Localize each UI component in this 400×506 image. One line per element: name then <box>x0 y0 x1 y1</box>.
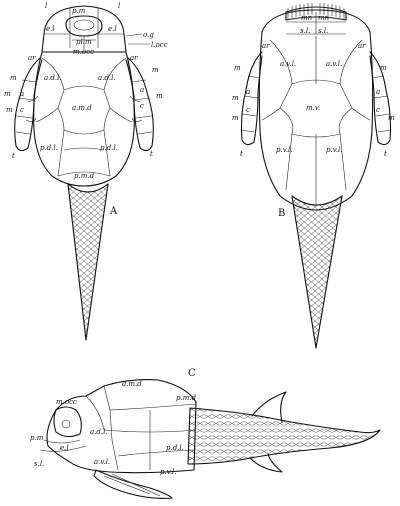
figure-c-dorsal-fin <box>251 391 287 423</box>
label-b-pvl-left: p.v.l. <box>276 146 293 154</box>
label-b-t-right: t <box>384 150 387 158</box>
figure-c-lateral-view: a.m.d p.m.d m.occ p.m e.l a.d.l. p.d.l. … <box>30 368 381 499</box>
figure-a-right-appendage <box>125 57 154 152</box>
label-a-el-left: e.l <box>46 25 55 33</box>
figure-a-left-appendage <box>14 57 43 152</box>
label-a-m2-left: m <box>4 90 11 98</box>
figure-letter-b: B <box>278 208 285 219</box>
label-a-ar-right: ar <box>130 54 138 62</box>
label-b-m2-right: m <box>388 114 395 122</box>
label-c-sl: s.l. <box>34 460 44 468</box>
label-b-m1-right: m <box>380 64 387 72</box>
label-b-sl-left: s.l. <box>300 27 310 35</box>
figure-letter-a: A <box>109 206 118 217</box>
label-a-a-right: a <box>140 86 144 94</box>
label-b-mn-right: mn <box>318 14 330 22</box>
label-c-pm: p.m <box>30 434 44 442</box>
label-a-a-left: a <box>20 90 24 98</box>
label-b-m1-left: m <box>234 64 241 72</box>
label-a-m1-right: m <box>152 66 159 74</box>
label-a-m1-left: m <box>10 74 17 82</box>
label-a-locc: l.occ <box>151 41 168 49</box>
label-b-sl-right: s.l. <box>318 27 328 35</box>
label-a-pdl-left: p.d.l. <box>40 144 58 152</box>
label-b-avl-right: a.v.l. <box>326 60 342 68</box>
label-a-l-left: l <box>45 2 47 10</box>
label-b-mn-left: mn <box>301 14 313 22</box>
label-a-adl-left: a.d.l. <box>44 74 62 82</box>
figure-a-tail <box>67 183 109 341</box>
label-a-m2-right: m <box>156 92 163 100</box>
label-b-c-right: c <box>376 106 380 114</box>
figure-a-trunk-shield <box>33 51 135 187</box>
label-a-ar-left: ar <box>28 54 36 62</box>
label-b-pvl-right: p.v.l. <box>326 146 343 154</box>
figure-c-tail <box>187 407 381 465</box>
label-b-ar-right: ar <box>358 42 366 50</box>
label-b-mv: m.v. <box>306 104 320 112</box>
label-b-avl-left: a.v.l. <box>280 60 296 68</box>
label-c-el: e.l <box>60 444 69 452</box>
label-c-avl: a.v.l. <box>94 458 110 466</box>
label-b-m2-left: m <box>232 94 239 102</box>
label-b-ar-left: ar <box>262 42 270 50</box>
label-b-m3-left: m <box>232 114 239 122</box>
label-c-amd: a.m.d <box>122 380 142 388</box>
figure-a-dorsal-view: l p.m l e.l e.l pl.m m.occ o.g l.occ ar … <box>4 2 168 341</box>
label-b-c-left: c <box>246 106 250 114</box>
label-c-pvl: p.v.l. <box>160 468 177 476</box>
figure-b-tail <box>291 195 343 349</box>
label-a-adl-right: a.d.l. <box>98 74 116 82</box>
label-a-el-right: e.l <box>108 25 117 33</box>
figure-b-right-appendage <box>369 51 392 146</box>
label-b-a-left: a <box>246 88 250 96</box>
label-c-pmd: p.m.d <box>176 394 197 402</box>
figure-c-shield <box>46 379 197 474</box>
label-a-pmd: p.m.d <box>74 172 95 180</box>
label-c-pdl: p.d.l. <box>166 444 184 452</box>
figure-a-orbit <box>65 15 103 37</box>
label-a-plm: pl.m <box>76 38 92 46</box>
label-b-a-right: a <box>376 88 380 96</box>
label-a-pm: p.m <box>72 7 86 15</box>
label-b-t-left: t <box>240 150 243 158</box>
label-a-amd: a.m.d <box>72 104 92 112</box>
label-a-l-right: l <box>118 2 120 10</box>
label-a-t-left: t <box>12 152 15 160</box>
label-a-m3-left: m <box>6 106 13 114</box>
figure-b-left-appendage <box>240 51 263 146</box>
label-a-og: o.g <box>143 31 154 39</box>
figure-b-ventral-view: mn mn s.l. s.l. ar ar a.v.l. a.v.l. m.v.… <box>232 3 395 349</box>
label-a-c-right: c <box>140 102 144 110</box>
figure-letter-c: C <box>188 368 196 379</box>
label-a-t-right: t <box>150 150 153 158</box>
label-a-c-left: c <box>20 106 24 114</box>
label-c-adl: a.d.l. <box>90 428 108 436</box>
label-a-pdl-right: p.d.l. <box>100 144 118 152</box>
label-c-mocc: m.occ <box>56 398 77 406</box>
label-a-mocc: m.occ <box>73 48 94 56</box>
